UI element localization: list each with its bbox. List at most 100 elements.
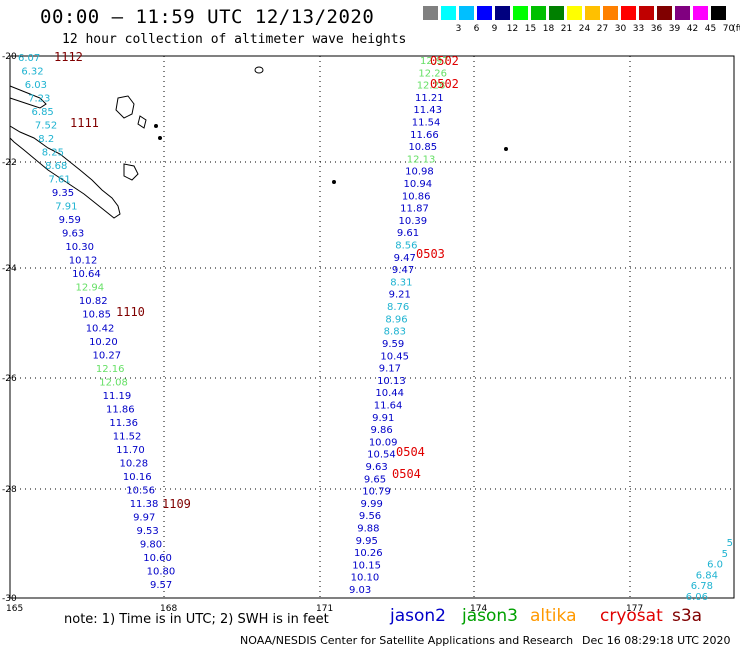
- wave-height-label: 10.86: [402, 191, 431, 202]
- satellite-track: 6.07 6.32 6.03 7.23 6.85 7.52 8.2 8.25 8.68 7.61 9…: [18, 50, 191, 591]
- legend-swatch: [477, 6, 492, 20]
- wave-height-label: 9.59: [59, 215, 81, 226]
- wave-height-label: 11.87: [400, 204, 429, 215]
- wave-height-label: 9.63: [62, 229, 84, 240]
- wave-height-label: 5: [722, 549, 728, 560]
- wave-height-label: 10.26: [354, 548, 383, 559]
- wave-height-label: 6.84: [696, 570, 718, 581]
- wave-height-label: 11.70: [116, 445, 145, 456]
- wave-height-label: 9.17: [379, 364, 401, 375]
- legend-label: 9: [491, 24, 498, 34]
- time-label: 0504: [392, 467, 421, 481]
- legend-swatch: [603, 6, 618, 20]
- satellite-name: s3a: [672, 606, 703, 626]
- legend-swatch: [495, 6, 510, 20]
- credit-text: NOAA/NESDIS Center for Satellite Applica…: [240, 634, 574, 647]
- wave-height-label: 8.25: [42, 148, 64, 159]
- wave-height-label: 10.20: [89, 337, 118, 348]
- time-label: 1112: [54, 50, 83, 64]
- wave-height-label: 9.97: [133, 512, 155, 523]
- lon-tick-label: 165: [6, 604, 23, 614]
- wave-height-label: 6.06: [686, 592, 708, 603]
- wave-height-label: 10.85: [82, 310, 111, 321]
- time-label: 0503: [416, 247, 445, 261]
- wave-height-label: 9.86: [370, 425, 392, 436]
- wave-height-label: 9.88: [357, 523, 379, 534]
- wave-height-label: 10.56: [126, 485, 155, 496]
- wave-height-label: 11.36: [109, 418, 138, 429]
- legend-swatch: [513, 6, 528, 20]
- wave-height-label: 8.68: [45, 161, 67, 172]
- wave-height-label: 10.98: [405, 167, 434, 178]
- legend-label: 18: [542, 24, 555, 34]
- wave-height-label: 12.16: [96, 364, 125, 375]
- wave-height-label: 6.03: [25, 80, 47, 91]
- wave-height-label: 12.08: [99, 377, 128, 388]
- legend-label: 27: [596, 24, 609, 34]
- wave-height-label: 9.35: [52, 188, 74, 199]
- legend-label: 42: [686, 24, 699, 34]
- wave-height-label: 8.31: [390, 277, 412, 288]
- legend-label: 15: [524, 24, 537, 34]
- footer-note: note: 1) Time is in UTC; 2) SWH is in fe…: [64, 612, 329, 627]
- satellite-name: jason2: [390, 606, 446, 626]
- legend-unit: (ft): [732, 24, 740, 34]
- satellite-track: 556.06.846.786.06: [686, 538, 733, 603]
- wave-height-label: 9.80: [140, 539, 162, 550]
- legend-label: 39: [668, 24, 681, 34]
- lat-tick-label: -24: [2, 264, 17, 274]
- legend-swatch: [693, 6, 708, 20]
- wave-height-label: 6.85: [32, 107, 54, 118]
- wave-height-label: 6.0: [707, 560, 723, 571]
- lat-tick-label: -20: [2, 52, 17, 62]
- wave-height-label: 10.80: [147, 566, 176, 577]
- wave-height-label: 11.43: [413, 105, 442, 116]
- wave-height-label: 9.56: [359, 511, 381, 522]
- legend-swatch: [423, 6, 438, 20]
- satellite-name: cryosat: [600, 606, 663, 626]
- legend-swatch: [675, 6, 690, 20]
- wave-height-label: 6.78: [691, 581, 713, 592]
- wave-height-label: 8.2: [38, 134, 54, 145]
- legend-label: 70: [722, 24, 735, 34]
- lat-tick-label: -26: [2, 374, 17, 384]
- wave-height-label: 9.47: [394, 253, 416, 264]
- wave-height-label: 9.59: [382, 339, 404, 350]
- legend-label: 21: [560, 24, 573, 34]
- wave-height-label: 7.91: [55, 202, 77, 213]
- wave-height-label: 12.94: [76, 283, 105, 294]
- wave-height-label: 10.64: [72, 269, 101, 280]
- time-label: 1111: [70, 116, 99, 130]
- wave-height-label: 11.21: [415, 93, 444, 104]
- wave-height-label: 9.21: [389, 290, 411, 301]
- wave-height-label: 10.79: [362, 487, 391, 498]
- lon-tick-label: 174: [470, 604, 487, 614]
- wave-height-label: 9.53: [136, 526, 158, 537]
- wave-height-label: 9.03: [349, 585, 371, 596]
- wave-height-label: 10.85: [408, 142, 437, 153]
- legend-label: 3: [455, 24, 462, 34]
- legend-label: 24: [578, 24, 591, 34]
- lat-tick-label: -30: [2, 594, 17, 604]
- time-label: 1109: [162, 497, 191, 511]
- wave-height-label: 10.82: [79, 296, 108, 307]
- wave-height-label: 9.95: [356, 536, 378, 547]
- wave-height-label: 12.28: [417, 81, 446, 92]
- wave-height-label: 10.10: [351, 573, 380, 584]
- wave-height-label: 10.39: [399, 216, 428, 227]
- legend-label: 30: [614, 24, 627, 34]
- lat-tick-label: -28: [2, 485, 17, 495]
- wave-height-label: 7.61: [48, 175, 70, 186]
- legend-label: 45: [704, 24, 717, 34]
- wave-height-label: 10.42: [86, 323, 115, 334]
- wave-height-label: 10.15: [352, 560, 381, 571]
- wave-height-label: 6.07: [18, 53, 40, 64]
- wave-height-label: 10.44: [375, 388, 404, 399]
- legend-swatch: [549, 6, 564, 20]
- wave-height-label: 11.52: [113, 431, 142, 442]
- wave-height-label: 11.54: [412, 118, 441, 129]
- wave-height-label: 10.45: [380, 351, 409, 362]
- wave-height-label: 9.47: [392, 265, 414, 276]
